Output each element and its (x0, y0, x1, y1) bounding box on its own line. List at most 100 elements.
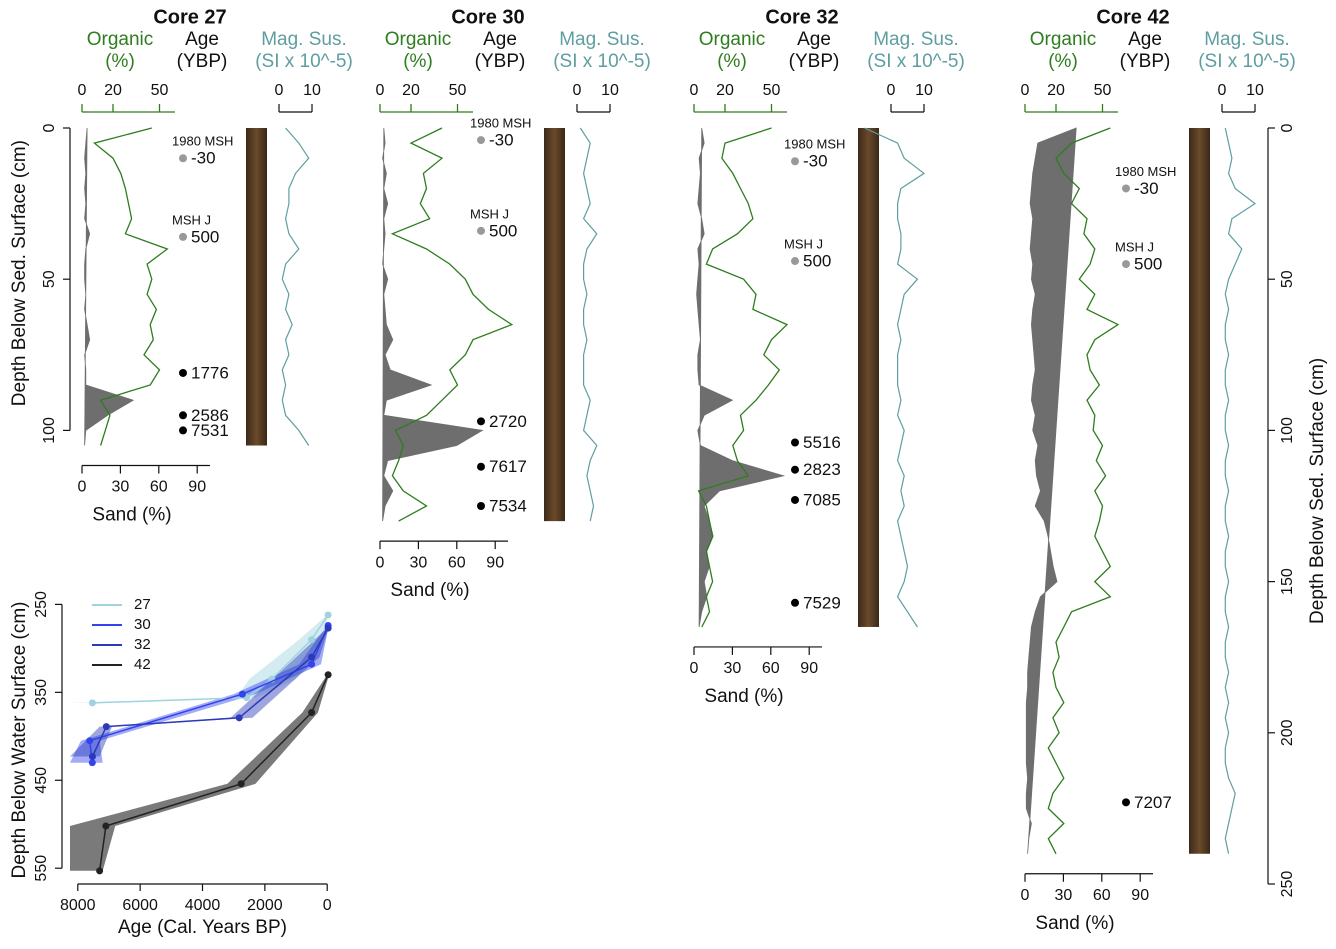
age-point (308, 661, 315, 668)
depth-tick-label: 200 (1279, 719, 1296, 746)
x-tick-label: 0 (323, 897, 332, 914)
age-label: 500 (803, 252, 831, 271)
age-label: 2720 (489, 412, 527, 431)
event-label: MSH J (784, 236, 823, 251)
age-marker (477, 417, 485, 425)
mag-header: (SI x 10^-5) (553, 51, 651, 72)
event-label: MSH J (470, 206, 509, 221)
sand-axis-title: Sand (%) (390, 580, 469, 601)
core-title: Core 42 (1096, 6, 1169, 28)
sand-axis-title: Sand (%) (92, 505, 171, 526)
age-marker (791, 466, 799, 474)
age-point (86, 737, 93, 744)
sand-tick-label: 60 (150, 479, 168, 496)
age-marker (791, 257, 799, 265)
mag-tick-label: 10 (601, 82, 619, 99)
mag-header: Mag. Sus. (559, 29, 645, 50)
sand-tick-label: 0 (690, 660, 699, 677)
mag-tick-label: 10 (1246, 82, 1264, 99)
organic-header: (%) (105, 51, 135, 72)
uncertainty-band (70, 675, 329, 871)
sand-tick-label: 60 (1093, 887, 1111, 904)
age-point (103, 723, 110, 730)
core-title: Core 30 (451, 6, 524, 28)
age-label: 7529 (803, 593, 841, 612)
sand-tick-label: 0 (78, 479, 87, 496)
mag-tick-label: 0 (573, 82, 582, 99)
mag-tick-label: 10 (915, 82, 933, 99)
age-marker (1122, 798, 1130, 806)
event-label: 1980 MSH (784, 137, 845, 152)
age-marker (179, 411, 187, 419)
sand-tick-label: 30 (112, 479, 130, 496)
age-label: -30 (803, 152, 828, 171)
depth-tick-label: 50 (1279, 270, 1296, 288)
organic-tick-label: 50 (763, 82, 781, 99)
organic-tick-label: 50 (1094, 82, 1112, 99)
organic-tick-label: 50 (449, 82, 467, 99)
event-label: MSH J (172, 212, 211, 227)
legend-label: 27 (134, 596, 151, 613)
mag-tick-label: 0 (275, 82, 284, 99)
age-marker (1122, 184, 1130, 192)
x-tick-label: 8000 (60, 897, 96, 914)
sand-area (697, 128, 784, 627)
sand-tick-label: 0 (1021, 887, 1030, 904)
mag-tick-label: 0 (1218, 82, 1227, 99)
age-header: (YBP) (1120, 51, 1171, 72)
event-label: 1980 MSH (172, 134, 233, 149)
uncertainty-band (70, 615, 329, 703)
depth-tick-label: 150 (1279, 568, 1296, 595)
mag-header: Mag. Sus. (873, 29, 959, 50)
y-tick-label: 550 (33, 855, 50, 882)
organic-tick-label: 20 (1047, 82, 1065, 99)
y-tick-label: 450 (33, 767, 50, 794)
y-axis-title: Depth Below Water Surface (cm) (9, 602, 30, 879)
sand-tick-label: 90 (188, 479, 206, 496)
depth-tick-label: 250 (1279, 871, 1296, 898)
sand-tick-label: 90 (800, 660, 818, 677)
organic-header: (%) (1048, 51, 1078, 72)
organic-header: Organic (699, 29, 766, 50)
age-marker (477, 463, 485, 471)
sand-axis-title: Sand (%) (1035, 913, 1114, 934)
age-label: 2823 (803, 460, 841, 479)
age-marker (791, 157, 799, 165)
age-point (325, 625, 332, 632)
age-label: 7617 (489, 457, 527, 476)
age-marker (791, 438, 799, 446)
sand-tick-label: 90 (486, 554, 504, 571)
mag-header: Mag. Sus. (1204, 29, 1290, 50)
organic-tick-label: 20 (402, 82, 420, 99)
age-label: 5516 (803, 433, 841, 452)
age-point (308, 709, 315, 716)
event-label: 1980 MSH (1115, 164, 1176, 179)
mag-header: (SI x 10^-5) (255, 51, 353, 72)
x-tick-label: 2000 (247, 897, 283, 914)
sand-tick-label: 30 (410, 554, 428, 571)
mag-header: Mag. Sus. (261, 29, 347, 50)
age-point (239, 691, 246, 698)
age-marker (1122, 260, 1130, 268)
organic-header: (%) (403, 51, 433, 72)
x-tick-label: 6000 (122, 897, 158, 914)
organic-tick-label: 50 (151, 82, 169, 99)
age-label: 7531 (191, 421, 229, 440)
organic-header: (%) (717, 51, 747, 72)
age-marker (179, 154, 187, 162)
depth-axis-title: Depth Below Sed. Surface (cm) (1307, 358, 1328, 624)
age-point (238, 780, 245, 787)
mag-tick-label: 10 (303, 82, 321, 99)
age-marker (179, 233, 187, 241)
mag-line (1225, 128, 1255, 854)
mag-header: (SI x 10^-5) (1198, 51, 1296, 72)
age-point (308, 636, 315, 643)
age-label: 7207 (1134, 793, 1172, 812)
age-marker (477, 136, 485, 144)
organic-tick-label: 0 (376, 82, 385, 99)
age-marker (791, 599, 799, 607)
age-depth-line (92, 615, 328, 703)
age-marker (179, 369, 187, 377)
organic-header: Organic (385, 29, 452, 50)
age-point (89, 699, 96, 706)
